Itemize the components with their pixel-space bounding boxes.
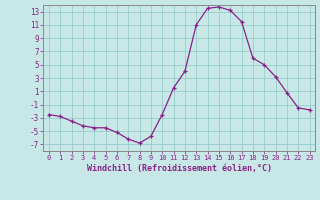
X-axis label: Windchill (Refroidissement éolien,°C): Windchill (Refroidissement éolien,°C) <box>87 164 272 173</box>
